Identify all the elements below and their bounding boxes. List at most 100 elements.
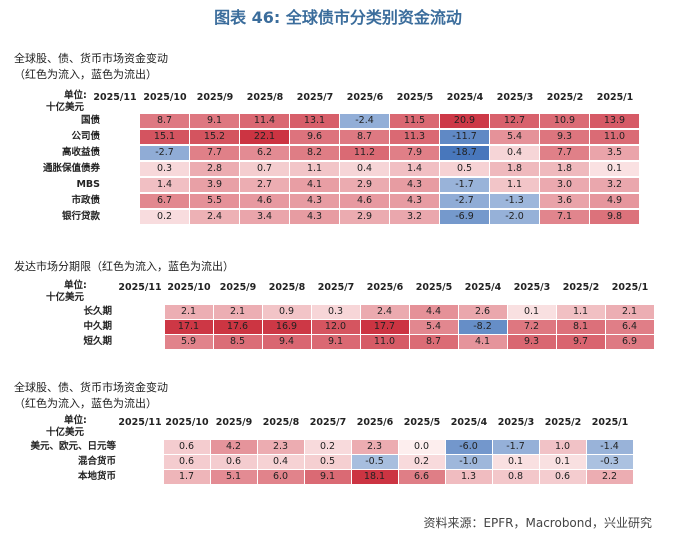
row-label: 国债 — [80, 115, 100, 126]
table-cell: 0.9 — [262, 305, 311, 319]
table-cell: 5.5 — [190, 194, 239, 208]
table-cell: 0.2 — [304, 440, 351, 454]
table-cell: 9.1 — [311, 335, 360, 349]
table-cell: 0.0 — [398, 440, 445, 454]
table-cell: 11.0 — [590, 130, 639, 144]
table-cell: 8.5 — [213, 335, 262, 349]
table-cell: 2.1 — [164, 305, 213, 319]
table-cell: 11.3 — [390, 130, 439, 144]
column-header: 2025/8 — [268, 282, 306, 293]
table-cell: 0.1 — [492, 455, 539, 469]
table-cell: 3.2 — [390, 210, 439, 224]
column-header: 2025/6 — [366, 282, 404, 293]
table-cell: 2.9 — [340, 210, 389, 224]
table-cell: 2.3 — [257, 440, 304, 454]
column-header: 2025/3 — [497, 417, 535, 428]
row-label: 混合货币 — [77, 456, 116, 467]
table-cell: 1.0 — [539, 440, 586, 454]
table-cell: 9.1 — [304, 470, 351, 484]
table-cell: 13.1 — [290, 114, 339, 128]
table-cell: 0.6 — [163, 440, 210, 454]
row-label: 短久期 — [83, 336, 112, 347]
table-cell: -2.4 — [340, 114, 389, 128]
column-header: 2025/10 — [167, 282, 211, 293]
table-cell: 9.6 — [290, 130, 339, 144]
table-cell: 2.1 — [213, 305, 262, 319]
table-cell: 3.0 — [540, 178, 589, 192]
column-header: 2025/11 — [118, 417, 162, 428]
table-cell: 1.1 — [290, 162, 339, 176]
unit-label: 十亿美元 — [46, 292, 85, 303]
table-heading: 全球股、债、货币市场资金变动 — [14, 381, 168, 394]
table-cell: 0.5 — [304, 455, 351, 469]
table-cell: 0.8 — [492, 470, 539, 484]
table-cell: 3.6 — [540, 194, 589, 208]
page-title: 图表 46: 全球债市分类别资金流动 — [214, 8, 462, 27]
table-heading: （红色为流入，蓝色为流出） — [14, 68, 157, 81]
table-cell: 4.3 — [290, 194, 339, 208]
column-header: 2025/2 — [544, 417, 582, 428]
row-label: 中久期 — [83, 321, 112, 332]
table-cell: 0.4 — [490, 146, 539, 160]
table-cell: -1.4 — [586, 440, 633, 454]
table-cell: 8.7 — [340, 130, 389, 144]
table-cell: 4.3 — [290, 210, 339, 224]
column-header: 2025/10 — [143, 92, 187, 103]
table-cell: 17.1 — [164, 320, 213, 334]
table-cell: 5.1 — [210, 470, 257, 484]
table-cell: 4.6 — [240, 194, 289, 208]
table-cell: 0.4 — [257, 455, 304, 469]
table-cell: 0.4 — [340, 162, 389, 176]
table-heading: 全球股、债、货币市场资金变动 — [14, 52, 168, 65]
column-header: 2025/5 — [403, 417, 441, 428]
table-cell: -8.2 — [458, 320, 507, 334]
table-cell: 4.4 — [409, 305, 458, 319]
table-cell: 7.7 — [190, 146, 239, 160]
table-cell: 1.8 — [490, 162, 539, 176]
table-cell: 8.2 — [290, 146, 339, 160]
column-header: 2025/3 — [496, 92, 534, 103]
row-label: 银行贷款 — [61, 211, 100, 222]
row-label: 市政债 — [71, 195, 100, 206]
table-cell: 0.5 — [440, 162, 489, 176]
row-label: 通胀保值债券 — [42, 163, 100, 174]
row-label: 公司债 — [71, 131, 100, 142]
column-header: 2025/10 — [165, 417, 209, 428]
table-cell: 2.3 — [351, 440, 398, 454]
column-header: 2025/9 — [196, 92, 234, 103]
row-label: 高收益债 — [61, 147, 100, 158]
table-cell: -18.7 — [440, 146, 489, 160]
column-header: 2025/11 — [93, 92, 137, 103]
column-header: 2025/9 — [219, 282, 257, 293]
table-cell: 2.1 — [605, 305, 654, 319]
column-header: 2025/5 — [415, 282, 453, 293]
table-cell: 1.1 — [556, 305, 605, 319]
table-cell: 17.7 — [360, 320, 409, 334]
row-label: 美元、欧元、日元等 — [30, 441, 116, 452]
table-cell: 2.4 — [360, 305, 409, 319]
source: 资料来源：EPFR，Macrobond，兴业研究 — [423, 516, 652, 530]
table-cell: 15.2 — [190, 130, 239, 144]
table-cell: 9.8 — [590, 210, 639, 224]
table-cell: -0.5 — [351, 455, 398, 469]
table-cell: 3.5 — [590, 146, 639, 160]
table-cell: 7.2 — [507, 320, 556, 334]
table-cell: 1.8 — [540, 162, 589, 176]
table-cell: 6.9 — [605, 335, 654, 349]
table-cell: 6.4 — [605, 320, 654, 334]
table-cell: 20.9 — [440, 114, 489, 128]
column-header: 2025/1 — [591, 417, 629, 428]
table-cell: 8.1 — [556, 320, 605, 334]
column-header: 2025/6 — [346, 92, 384, 103]
column-header: 2025/2 — [562, 282, 600, 293]
unit-label: 单位: — [64, 90, 87, 101]
table-cell: -2.7 — [140, 146, 189, 160]
table-cell: 0.3 — [140, 162, 189, 176]
row-label: MBS — [76, 179, 100, 190]
column-header: 2025/11 — [118, 282, 162, 293]
table-cell: 3.9 — [190, 178, 239, 192]
table-cell: 5.4 — [490, 130, 539, 144]
table-cell: 7.7 — [540, 146, 589, 160]
table-heading: 发达市场分期限（红色为流入，蓝色为流出） — [14, 260, 234, 273]
table-cell: 10.9 — [540, 114, 589, 128]
